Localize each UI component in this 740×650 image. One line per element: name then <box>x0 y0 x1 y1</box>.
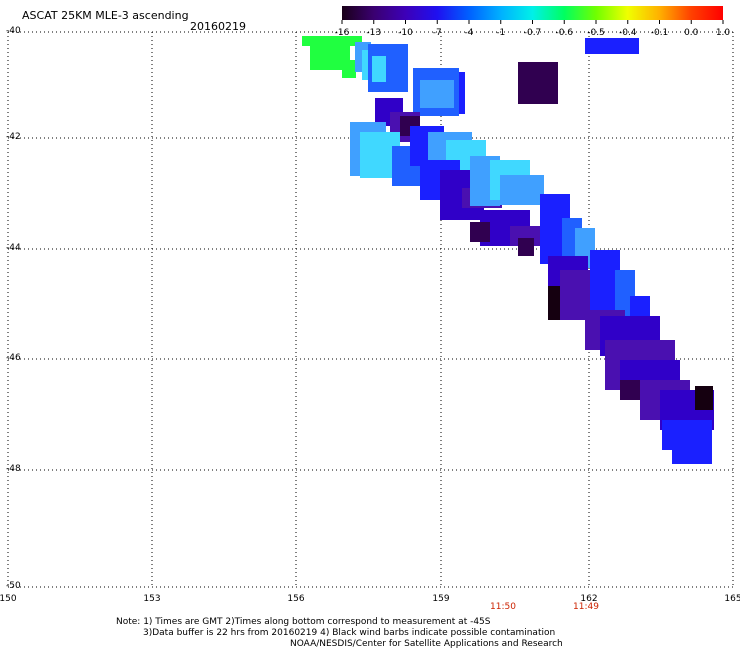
swath-cell <box>500 175 544 205</box>
colorbar-tick-label: -1 <box>496 28 506 38</box>
swath-cell <box>342 60 356 78</box>
swath-cell <box>518 238 534 256</box>
lon-label: 162 <box>580 594 598 604</box>
lon-label: 165 <box>724 594 740 604</box>
swath-cell <box>585 38 639 54</box>
colorbar-tick-label: -7 <box>432 28 442 38</box>
swath-cell <box>470 222 490 242</box>
swath-cell <box>302 36 362 46</box>
colorbar-tick-label: -4 <box>464 28 474 38</box>
lat-label: -48 <box>6 464 21 474</box>
lon-label: 150 <box>0 594 17 604</box>
colorbar-gradient <box>342 6 723 20</box>
note-line-3: NOAA/NESDIS/Center for Satellite Applica… <box>290 639 563 649</box>
colorbar-tick-label: -0.7 <box>523 28 542 38</box>
lat-label: -46 <box>6 353 21 363</box>
map-title: ASCAT 25KM MLE-3 ascending <box>22 9 189 22</box>
colorbar <box>341 6 724 24</box>
lat-label: -40 <box>6 26 21 36</box>
swath-cell <box>672 448 712 464</box>
colorbar-tick-label: -0.6 <box>555 28 574 38</box>
colorbar-tick-label: -13 <box>366 28 382 38</box>
swath-cell <box>459 72 465 114</box>
swath-cell <box>420 80 454 108</box>
swath-cell <box>362 50 372 80</box>
note-line-1: Note: 1) Times are GMT 2)Times along bot… <box>116 617 491 627</box>
swath-cell <box>662 420 712 450</box>
colorbar-tick-label: -10 <box>398 28 413 38</box>
swath-cell <box>620 380 640 400</box>
lon-label: 159 <box>432 594 450 604</box>
time-label: 11:49 <box>573 602 599 612</box>
lat-label: -42 <box>6 132 21 142</box>
colorbar-tick-label: 0.0 <box>684 28 699 38</box>
colorbar-tick-label: -0.1 <box>650 28 669 38</box>
colorbar-tick-label: -0.5 <box>587 28 605 38</box>
lon-label: 153 <box>143 594 161 604</box>
note-line-2: 3)Data buffer is 22 hrs from 20160219 4)… <box>143 628 556 638</box>
swath-cell <box>695 386 713 410</box>
colorbar-tick-label: -0.4 <box>618 28 637 38</box>
lat-label: -50 <box>6 581 21 591</box>
colorbar-tick-label: 1.0 <box>715 28 731 38</box>
swath-cell <box>518 62 558 104</box>
lon-label: 156 <box>287 594 305 604</box>
map-date: 20160219 <box>190 20 246 33</box>
colorbar-tick-label: -16 <box>334 28 350 38</box>
wind-swath <box>302 36 714 464</box>
lat-label: -44 <box>6 243 21 253</box>
swath-cell <box>372 56 386 82</box>
time-label: 11:50 <box>490 602 516 612</box>
swath-cell <box>630 296 650 316</box>
